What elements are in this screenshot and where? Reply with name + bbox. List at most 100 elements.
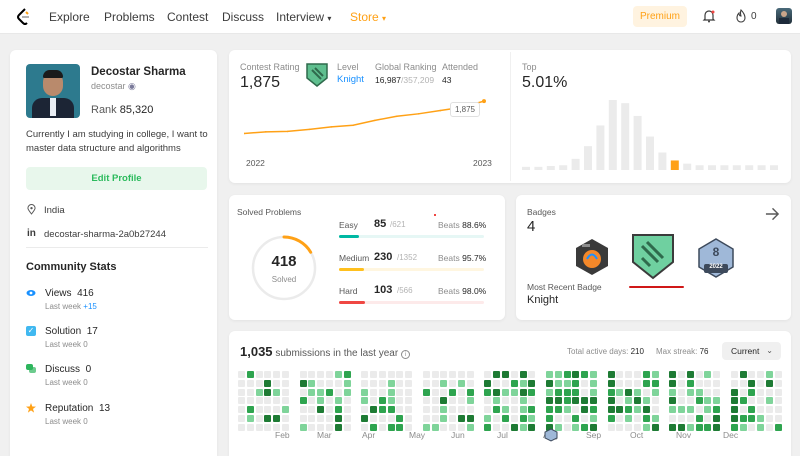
heatmap-day[interactable] bbox=[774, 371, 782, 378]
heatmap-day[interactable] bbox=[466, 423, 474, 431]
linkedin-link[interactable]: decostar-sharma-2a0b27244 bbox=[44, 229, 166, 240]
heatmap-day[interactable] bbox=[730, 415, 738, 422]
heatmap-day[interactable] bbox=[378, 379, 386, 387]
heatmap-day[interactable] bbox=[669, 371, 677, 378]
heatmap-day[interactable] bbox=[686, 397, 694, 405]
heatmap-day[interactable] bbox=[678, 415, 685, 422]
heatmap-day[interactable] bbox=[246, 415, 254, 422]
heatmap-day[interactable] bbox=[458, 423, 465, 431]
heatmap-day[interactable] bbox=[730, 371, 738, 378]
heatmap-day[interactable] bbox=[458, 406, 465, 414]
heatmap-day[interactable] bbox=[370, 423, 377, 431]
heatmap-day[interactable] bbox=[440, 415, 448, 422]
heatmap-day[interactable] bbox=[422, 371, 430, 378]
heatmap-day[interactable] bbox=[766, 371, 773, 378]
heatmap-day[interactable] bbox=[625, 379, 633, 387]
heatmap-day[interactable] bbox=[669, 423, 677, 431]
heatmap-day[interactable] bbox=[387, 379, 395, 387]
heatmap-day[interactable] bbox=[370, 406, 377, 414]
heatmap-day[interactable] bbox=[449, 388, 457, 396]
heatmap-day[interactable] bbox=[405, 379, 413, 387]
heatmap-day[interactable] bbox=[713, 415, 721, 422]
fire-icon[interactable] bbox=[735, 9, 747, 23]
heatmap-day[interactable] bbox=[343, 415, 351, 422]
premium-button[interactable]: Premium bbox=[633, 6, 687, 27]
heatmap-day[interactable] bbox=[616, 415, 624, 422]
heatmap-day[interactable] bbox=[607, 388, 615, 396]
heatmap-day[interactable] bbox=[607, 397, 615, 405]
heatmap-day[interactable] bbox=[625, 397, 633, 405]
heatmap-day[interactable] bbox=[387, 406, 395, 414]
heatmap-day[interactable] bbox=[273, 423, 281, 431]
heatmap-day[interactable] bbox=[748, 379, 756, 387]
heatmap-day[interactable] bbox=[554, 379, 562, 387]
heatmap-day[interactable] bbox=[238, 415, 245, 422]
heatmap-day[interactable] bbox=[282, 397, 289, 405]
heatmap-day[interactable] bbox=[440, 388, 448, 396]
heatmap-day[interactable] bbox=[282, 379, 289, 387]
heatmap-day[interactable] bbox=[299, 379, 307, 387]
heatmap-day[interactable] bbox=[572, 371, 580, 378]
edit-profile-button[interactable]: Edit Profile bbox=[26, 167, 207, 190]
heatmap-day[interactable] bbox=[255, 371, 263, 378]
heatmap-day[interactable] bbox=[634, 406, 641, 414]
heatmap-day[interactable] bbox=[766, 379, 773, 387]
heatmap-day[interactable] bbox=[739, 379, 747, 387]
heatmap-day[interactable] bbox=[493, 415, 501, 422]
heatmap-day[interactable] bbox=[528, 371, 536, 378]
heatmap-day[interactable] bbox=[431, 397, 439, 405]
heatmap-day[interactable] bbox=[238, 371, 245, 378]
heatmap-day[interactable] bbox=[519, 397, 527, 405]
heatmap-day[interactable] bbox=[766, 397, 773, 405]
heatmap-day[interactable] bbox=[616, 379, 624, 387]
heatmap-day[interactable] bbox=[581, 406, 589, 414]
heatmap-day[interactable] bbox=[343, 406, 351, 414]
heatmap-day[interactable] bbox=[440, 379, 448, 387]
heatmap-day[interactable] bbox=[264, 406, 272, 414]
heatmap-day[interactable] bbox=[282, 388, 289, 396]
heatmap-day[interactable] bbox=[739, 388, 747, 396]
heatmap-day[interactable] bbox=[317, 371, 325, 378]
heatmap-day[interactable] bbox=[387, 388, 395, 396]
heatmap-day[interactable] bbox=[431, 388, 439, 396]
heatmap-day[interactable] bbox=[308, 388, 316, 396]
heatmap-day[interactable] bbox=[238, 406, 245, 414]
heatmap-day[interactable] bbox=[273, 415, 281, 422]
heatmap-day[interactable] bbox=[458, 371, 465, 378]
heatmap-day[interactable] bbox=[625, 415, 633, 422]
heatmap-day[interactable] bbox=[678, 379, 685, 387]
heatmap-day[interactable] bbox=[704, 397, 712, 405]
heatmap-day[interactable] bbox=[642, 371, 650, 378]
heatmap-day[interactable] bbox=[246, 397, 254, 405]
heatmap-day[interactable] bbox=[431, 406, 439, 414]
rating-histogram[interactable] bbox=[522, 100, 784, 170]
heatmap-day[interactable] bbox=[466, 397, 474, 405]
heatmap-day[interactable] bbox=[766, 406, 773, 414]
heatmap-day[interactable] bbox=[774, 397, 782, 405]
heatmap-day[interactable] bbox=[730, 423, 738, 431]
contest-badge-icon[interactable] bbox=[574, 238, 610, 276]
heatmap-day[interactable] bbox=[493, 379, 501, 387]
heatmap-day[interactable] bbox=[695, 371, 703, 378]
heatmap-day[interactable] bbox=[264, 397, 272, 405]
heatmap-day[interactable] bbox=[378, 406, 386, 414]
heatmap-day[interactable] bbox=[686, 371, 694, 378]
heatmap-day[interactable] bbox=[616, 397, 624, 405]
heatmap-day[interactable] bbox=[704, 415, 712, 422]
heatmap-day[interactable] bbox=[510, 379, 518, 387]
heatmap-day[interactable] bbox=[730, 397, 738, 405]
heatmap-day[interactable] bbox=[625, 406, 633, 414]
heatmap-day[interactable] bbox=[651, 397, 659, 405]
heatmap-day[interactable] bbox=[255, 388, 263, 396]
heatmap-day[interactable] bbox=[405, 371, 413, 378]
heatmap-day[interactable] bbox=[422, 379, 430, 387]
heatmap-day[interactable] bbox=[264, 379, 272, 387]
heatmap-day[interactable] bbox=[378, 371, 386, 378]
heatmap-day[interactable] bbox=[669, 388, 677, 396]
heatmap-day[interactable] bbox=[669, 397, 677, 405]
heatmap-day[interactable] bbox=[519, 406, 527, 414]
heatmap-day[interactable] bbox=[642, 406, 650, 414]
heatmap-day[interactable] bbox=[510, 371, 518, 378]
heatmap-day[interactable] bbox=[255, 379, 263, 387]
heatmap-day[interactable] bbox=[299, 415, 307, 422]
